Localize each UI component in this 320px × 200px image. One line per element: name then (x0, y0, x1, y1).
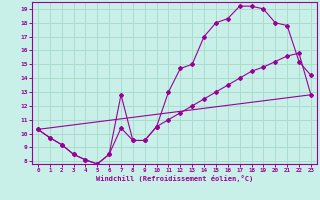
X-axis label: Windchill (Refroidissement éolien,°C): Windchill (Refroidissement éolien,°C) (96, 175, 253, 182)
